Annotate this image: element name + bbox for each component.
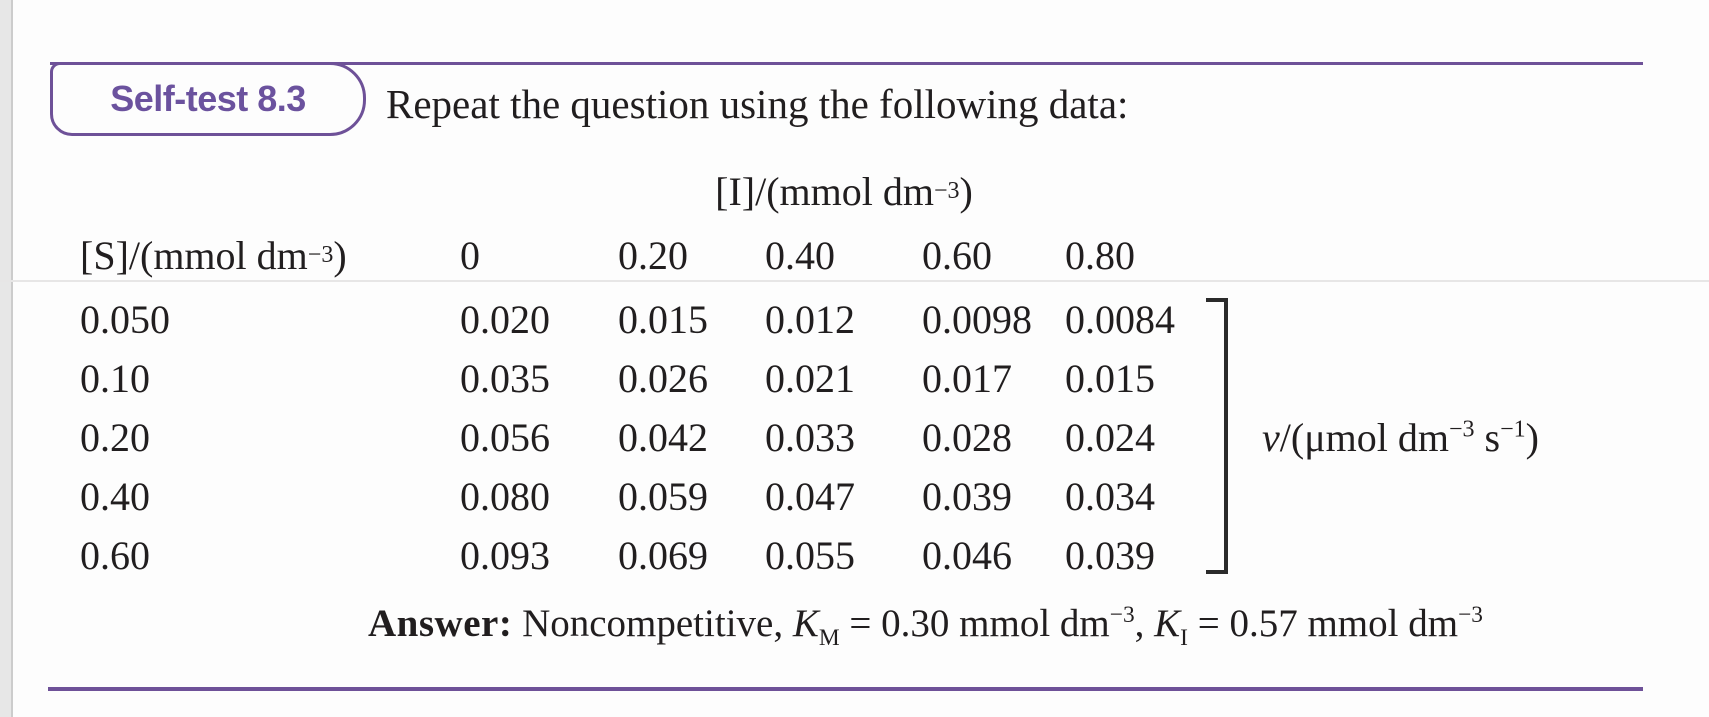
table-cell: 0.028 xyxy=(922,415,1012,460)
table-cell: 0.059 xyxy=(618,474,708,519)
answer-label: Answer: xyxy=(368,602,513,645)
bottom-rule xyxy=(48,687,1643,691)
ki-symbol: K xyxy=(1154,602,1181,645)
table-cell: 0.055 xyxy=(765,533,855,578)
row-header-suffix: ) xyxy=(333,232,347,278)
column-header: 0.80 xyxy=(1065,232,1135,278)
group-header-prefix: [I]/(mmol dm xyxy=(715,168,934,214)
intro-text: Repeat the question using the following … xyxy=(386,81,1129,127)
table-cell: 0.0098 xyxy=(922,297,1032,342)
page-edge xyxy=(0,0,13,717)
km-sub: M xyxy=(818,624,840,651)
table-cell: 0.015 xyxy=(1065,356,1155,401)
table-cell: 0.024 xyxy=(1065,415,1155,460)
rate-symbol: v xyxy=(1262,415,1280,460)
table-cell: 0.042 xyxy=(618,415,708,460)
substrate-concentration-header: [S]/(mmol dm −3) xyxy=(80,232,347,278)
table-cell: 0.015 xyxy=(618,297,708,342)
table-cell: 0.039 xyxy=(1065,533,1155,578)
self-test-badge: Self-test 8.3 xyxy=(50,62,366,136)
table-cell: 0.056 xyxy=(460,415,550,460)
row-label: 0.60 xyxy=(80,533,150,578)
rate-values-bracket xyxy=(1206,298,1228,574)
km-sup: −3 xyxy=(1109,602,1135,628)
table-cell: 0.012 xyxy=(765,297,855,342)
answer-line: Answer: Noncompetitive, KM = 0.30 mmol d… xyxy=(368,601,1483,649)
rate-unit-sup2: −1 xyxy=(1500,416,1526,443)
ki-sub: I xyxy=(1180,624,1188,651)
table-cell: 0.093 xyxy=(460,533,550,578)
km-value: = 0.30 mmol dm xyxy=(839,602,1110,645)
answer-comma: , xyxy=(1134,602,1155,645)
table-cell: 0.046 xyxy=(922,533,1012,578)
km-symbol: K xyxy=(792,602,819,645)
answer-lead: Noncompetitive, xyxy=(512,602,793,645)
badge-label: Self-test 8.3 xyxy=(110,78,306,119)
rate-unit-mid2: s xyxy=(1474,415,1501,460)
row-label: 0.10 xyxy=(80,356,150,401)
table-cell: 0.035 xyxy=(460,356,550,401)
rate-unit-mid: /(μmol dm xyxy=(1279,415,1449,460)
table-cell: 0.020 xyxy=(460,297,550,342)
row-label: 0.050 xyxy=(80,297,170,342)
column-header: 0.40 xyxy=(765,232,835,278)
column-header: 0.60 xyxy=(922,232,992,278)
table-cell: 0.039 xyxy=(922,474,1012,519)
row-header-prefix: [S]/(mmol dm xyxy=(80,232,308,278)
top-rule xyxy=(50,62,1643,65)
column-header: 0.20 xyxy=(618,232,688,278)
rate-unit-suffix: ) xyxy=(1525,415,1539,460)
group-header-suffix: ) xyxy=(959,168,973,214)
table-cell: 0.080 xyxy=(460,474,550,519)
scan-artifact-line xyxy=(0,280,1709,282)
ki-sup: −3 xyxy=(1458,602,1483,628)
table-spacer xyxy=(80,162,460,220)
table-cell: 0.034 xyxy=(1065,474,1155,519)
inhibitor-concentration-header: [I]/(mmol dm −3) xyxy=(715,168,973,214)
column-header: 0 xyxy=(460,232,480,278)
table-cell: 0.069 xyxy=(618,533,708,578)
ki-value: = 0.57 mmol dm xyxy=(1187,602,1459,645)
rate-unit-sup1: −3 xyxy=(1448,416,1475,443)
table-cell: 0.021 xyxy=(765,356,855,401)
rate-unit-label: v/(μmol dm−3 s−1) xyxy=(1262,414,1539,461)
row-label: 0.20 xyxy=(80,415,150,460)
table-cell: 0.033 xyxy=(765,415,855,460)
table-cell: 0.026 xyxy=(618,356,708,401)
table-cell: 0.0084 xyxy=(1065,297,1175,342)
table-cell: 0.017 xyxy=(922,356,1012,401)
kinetics-table: [I]/(mmol dm −3) [S]/(mmol dm −3) 0 0.20 0… xyxy=(80,162,1228,585)
table-cell: 0.047 xyxy=(765,474,855,519)
row-label: 0.40 xyxy=(80,474,150,519)
